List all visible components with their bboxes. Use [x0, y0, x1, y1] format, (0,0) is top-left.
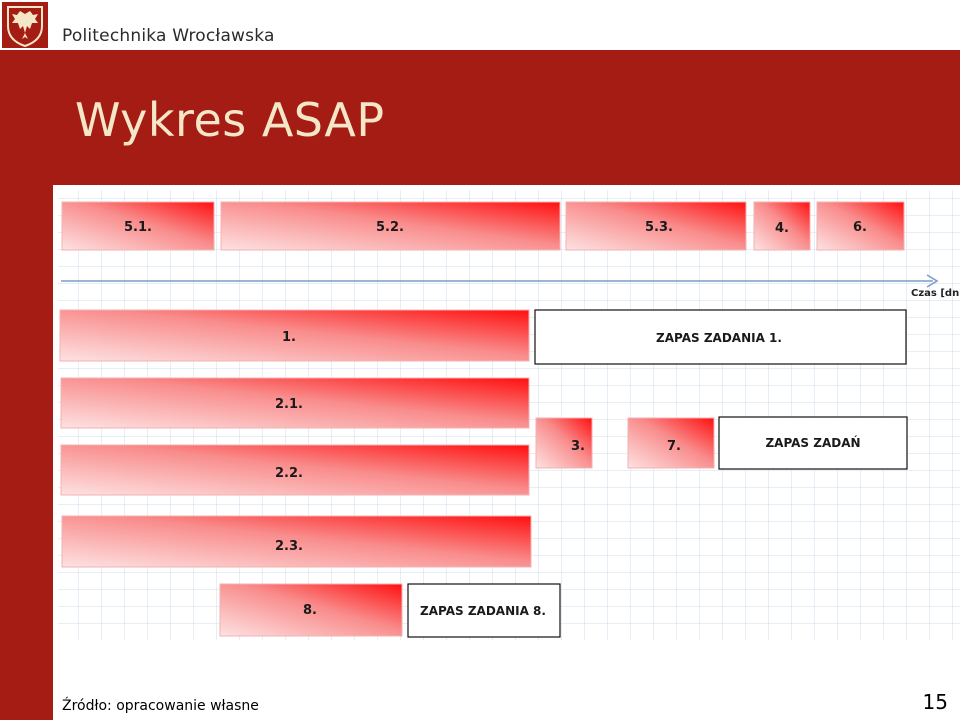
slide-header: Politechnika Wrocławska — [0, 0, 960, 50]
left-accent-bar — [0, 50, 53, 720]
slack-box-tasks: ZAPAS ZADAŃ — [718, 416, 908, 470]
arrow-right-icon — [926, 274, 939, 288]
task-label: 4. — [775, 221, 789, 236]
task-label: 2.3. — [275, 539, 303, 554]
task-bar-5-2: 5.2. — [220, 201, 561, 251]
task-label: 5.2. — [376, 220, 404, 235]
task-label: 6. — [853, 220, 867, 235]
slide-title: Wykres ASAP — [75, 93, 385, 147]
university-logo — [2, 2, 48, 48]
task-bar-3: 3. — [535, 417, 593, 469]
task-bar-6: 6. — [816, 201, 905, 251]
source-note: Źródło: opracowanie własne — [62, 698, 259, 714]
task-label: 8. — [303, 603, 317, 618]
task-label: 2.1. — [275, 397, 303, 412]
slack-label: ZAPAS ZADAŃ — [765, 435, 860, 450]
task-label: 1. — [282, 330, 296, 345]
task-bar-5-3: 5.3. — [565, 201, 747, 251]
axis-label: Czas [dni] — [911, 288, 960, 299]
slack-label: ZAPAS ZADANIA 8. — [420, 604, 546, 618]
task-label: 5.1. — [124, 220, 152, 235]
task-bar-1: 1. — [59, 309, 530, 362]
task-label: 3. — [571, 439, 585, 454]
task-bar-7: 7. — [627, 417, 715, 469]
slack-label: ZAPAS ZADANIA 1. — [656, 331, 782, 345]
slack-box-task-1: ZAPAS ZADANIA 1. — [534, 309, 907, 365]
page-number: 15 — [922, 690, 948, 714]
task-bar-5-1: 5.1. — [61, 201, 215, 251]
task-label: 7. — [667, 439, 681, 454]
task-label: 2.2. — [275, 466, 303, 481]
asap-diagram: 5.1. 5.2. 5.3. 4. 6. Czas [dni] 1. — [53, 185, 960, 645]
eagle-shield-icon — [7, 6, 43, 48]
task-bar-8: 8. — [219, 583, 403, 637]
task-bar-4: 4. — [753, 201, 811, 251]
task-label: 5.3. — [645, 220, 673, 235]
task-bar-2-3: 2.3. — [61, 515, 532, 568]
task-bar-2-1: 2.1. — [60, 377, 530, 429]
task-bar-2-2: 2.2. — [60, 444, 530, 496]
time-axis: Czas [dni] — [61, 274, 960, 299]
slack-box-task-8: ZAPAS ZADANIA 8. — [407, 583, 561, 638]
university-name: Politechnika Wrocławska — [62, 26, 275, 46]
title-band: Wykres ASAP — [53, 50, 960, 185]
